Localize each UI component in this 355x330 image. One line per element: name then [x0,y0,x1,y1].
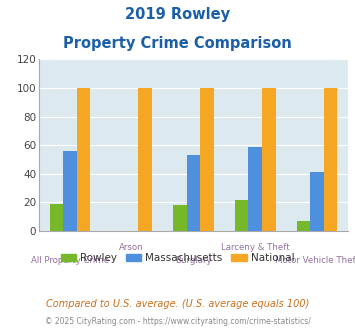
Text: 2019 Rowley: 2019 Rowley [125,7,230,21]
Bar [310,172,324,231]
Bar [50,204,63,231]
Text: Property Crime Comparison: Property Crime Comparison [63,36,292,51]
Text: Larceny & Theft: Larceny & Theft [221,243,290,251]
Text: Arson: Arson [119,243,144,251]
Text: All Property Crime: All Property Crime [31,256,109,265]
Bar [248,147,262,231]
Text: © 2025 CityRating.com - https://www.cityrating.com/crime-statistics/: © 2025 CityRating.com - https://www.city… [45,317,310,326]
Bar [77,88,90,231]
Text: Motor Vehicle Theft: Motor Vehicle Theft [275,256,355,265]
Bar [138,88,152,231]
Bar [63,151,77,231]
Bar [173,205,187,231]
Bar [297,221,310,231]
Text: Burglary: Burglary [175,256,212,265]
Legend: Rowley, Massachusetts, National: Rowley, Massachusetts, National [56,249,299,267]
Bar [200,88,214,231]
Text: Compared to U.S. average. (U.S. average equals 100): Compared to U.S. average. (U.S. average … [46,299,309,309]
Bar [187,155,200,231]
Bar [262,88,275,231]
Bar [235,200,248,231]
Bar [324,88,337,231]
